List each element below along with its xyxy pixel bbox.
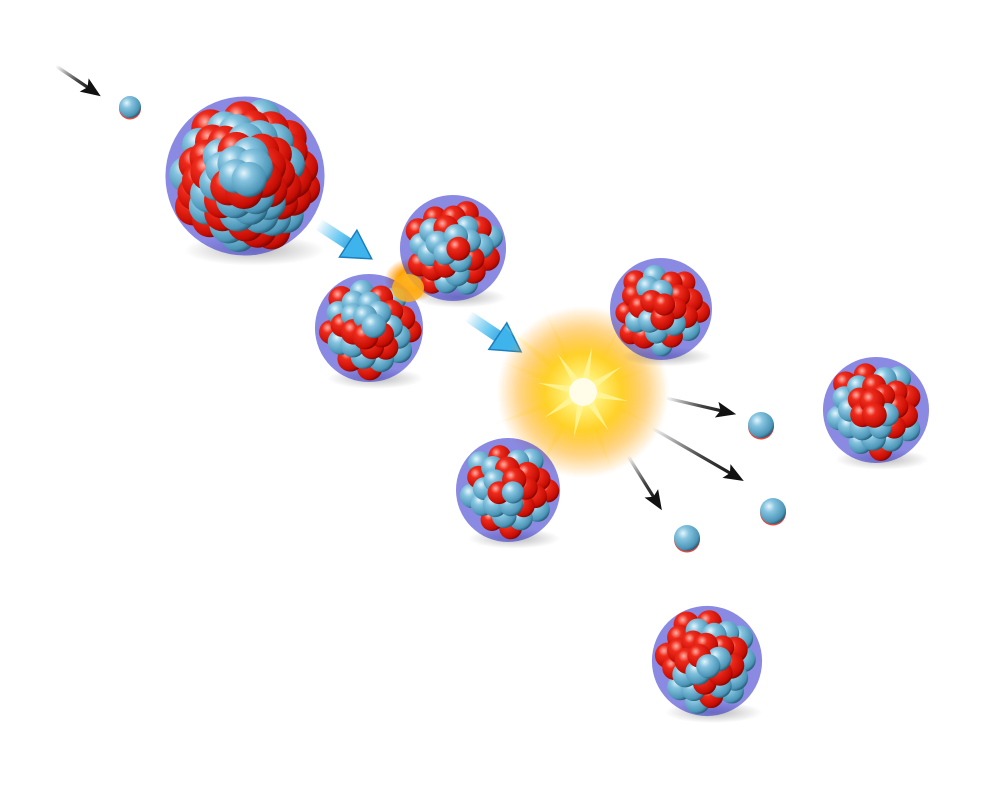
proton <box>446 236 471 261</box>
released-neutron-1-sphere <box>748 412 774 438</box>
neutron <box>696 654 721 679</box>
neutron <box>361 313 387 339</box>
fragment-lower <box>455 437 561 549</box>
neutron <box>501 481 524 504</box>
incoming-neutron-arrow <box>55 64 101 97</box>
released-neutron-3 <box>674 525 700 553</box>
incoming-neutron-sphere <box>119 96 141 118</box>
fragment-upper <box>610 258 712 367</box>
neutron-arrow-down <box>626 455 662 511</box>
released-neutron-1 <box>748 412 774 440</box>
neutron-arrow-down-right <box>651 426 744 481</box>
heavy-nucleus <box>165 96 325 266</box>
released-neutron-2-sphere <box>760 498 786 524</box>
deformed-nucleus-lobe-lower <box>314 273 424 389</box>
fission-flash <box>484 301 669 488</box>
arrows-layer <box>55 64 744 511</box>
proton <box>652 293 676 316</box>
neutron-arrow-right <box>665 396 737 418</box>
approach-arrow <box>315 219 373 260</box>
fragment-bottom <box>651 605 763 724</box>
released-neutron-3-sphere <box>674 525 700 551</box>
proton <box>861 402 887 428</box>
flash-core <box>569 378 597 406</box>
nuclei-layer <box>119 96 930 724</box>
neutron <box>231 161 267 198</box>
released-neutron-2 <box>760 498 786 526</box>
deformed-nucleus-lobe-upper <box>399 194 507 308</box>
incoming-neutron <box>119 96 141 120</box>
fragment-right <box>822 356 930 470</box>
deformation-neck-core <box>392 274 424 302</box>
